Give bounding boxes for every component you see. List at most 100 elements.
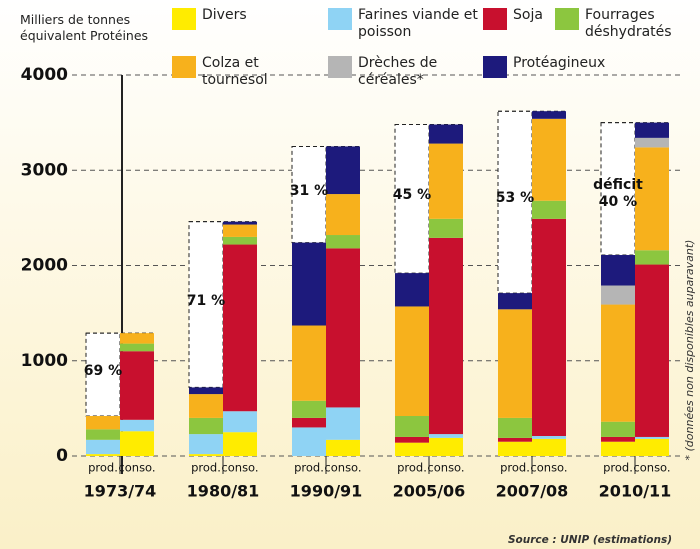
deficit-label: 45 % xyxy=(392,186,432,203)
y-tick-label: 0 xyxy=(56,446,68,466)
bar-segment xyxy=(395,436,429,443)
bar-segment xyxy=(601,436,635,442)
bar-segment xyxy=(635,137,669,148)
x-tick-label: conso. xyxy=(530,461,567,475)
legend-swatch xyxy=(328,56,352,78)
bar-segment xyxy=(223,411,257,433)
bar-segment xyxy=(292,325,326,401)
bar-segment xyxy=(326,146,360,195)
legend-swatch xyxy=(483,8,507,30)
deficit-box xyxy=(600,122,636,256)
bar-segment xyxy=(189,387,223,395)
bar-segment xyxy=(223,236,257,245)
bar-segment xyxy=(395,273,429,307)
legend-swatch xyxy=(555,8,579,30)
bar-segment xyxy=(498,293,532,310)
bar-segment xyxy=(601,441,635,456)
bar-segment xyxy=(429,237,463,435)
bar-segment xyxy=(635,264,669,437)
bar-segment xyxy=(326,407,360,440)
bar-segment xyxy=(86,429,120,440)
bar-segment xyxy=(189,454,223,456)
bar-segment xyxy=(429,218,463,238)
bar-segment xyxy=(635,122,669,138)
bar-segment xyxy=(498,417,532,438)
bar-segment xyxy=(120,431,154,456)
bar-segment xyxy=(86,454,120,456)
y-tick-label: 2000 xyxy=(21,256,68,276)
bar-segment xyxy=(292,417,326,428)
bar-segment xyxy=(292,242,326,326)
bar-segment xyxy=(429,434,463,438)
bar-segment xyxy=(292,400,326,418)
bar-segment xyxy=(189,417,223,435)
bar-segment xyxy=(601,255,635,286)
y-tick-label: 1000 xyxy=(21,351,68,371)
bar-segment xyxy=(189,394,223,418)
bar-segment xyxy=(601,421,635,437)
deficit-label: 53 % xyxy=(495,190,535,207)
group-label: 1973/74 xyxy=(84,482,157,501)
y-axis-label: Milliers de tonnes équivalent Protéines xyxy=(20,12,149,43)
bar-segment xyxy=(532,111,566,119)
bar-segment xyxy=(429,124,463,144)
bar-segment xyxy=(326,439,360,456)
source: Source : UNIP (estimations) xyxy=(508,534,672,546)
x-tick-label: prod. xyxy=(88,461,118,475)
bar-segment xyxy=(635,250,669,265)
legend-swatch xyxy=(328,8,352,30)
bar-segment xyxy=(189,434,223,455)
bar-segment xyxy=(86,415,120,430)
bar-segment xyxy=(635,147,669,251)
bar-segment xyxy=(498,441,532,456)
bar-segment xyxy=(635,436,669,439)
bar-segment xyxy=(292,427,326,456)
bar-segment xyxy=(326,248,360,408)
legend-label: Divers xyxy=(202,7,247,23)
legend-swatch xyxy=(483,56,507,78)
bar-segment xyxy=(395,306,429,416)
group-label: 2005/06 xyxy=(393,482,466,501)
bar-segment xyxy=(498,437,532,442)
deficit-label: 31 % xyxy=(289,182,329,199)
group-label: 2007/08 xyxy=(496,482,569,501)
x-tick-label: conso. xyxy=(118,461,155,475)
x-tick-label: conso. xyxy=(324,461,361,475)
bar-segment xyxy=(223,432,257,456)
bar-segment xyxy=(429,143,463,219)
bar-segment xyxy=(601,285,635,305)
bar-segment xyxy=(395,415,429,437)
x-tick-label: prod. xyxy=(294,461,324,475)
bar-segment xyxy=(429,437,463,456)
deficit-label: 71 % xyxy=(186,292,226,309)
x-tick-label: conso. xyxy=(633,461,670,475)
bar-segment xyxy=(498,309,532,418)
bar-segment xyxy=(532,218,566,436)
deficit-label: déficit 40 % xyxy=(593,176,643,210)
side-note: * (données non disponibles auparavant) xyxy=(683,240,696,461)
legend-swatch xyxy=(172,8,196,30)
group-label: 1980/81 xyxy=(187,482,260,501)
bar-segment xyxy=(532,435,566,439)
group-label: 1990/91 xyxy=(290,482,363,501)
bar-segment xyxy=(120,351,154,420)
deficit-box xyxy=(85,332,121,417)
bar-segment xyxy=(635,438,669,456)
bar-segment xyxy=(601,304,635,422)
x-tick-label: prod. xyxy=(500,461,530,475)
y-tick-label: 3000 xyxy=(21,160,68,180)
bar-segment xyxy=(532,118,566,201)
x-tick-label: prod. xyxy=(603,461,633,475)
legend-label: Protéagineux xyxy=(513,55,606,71)
deficit-box xyxy=(394,124,430,274)
legend-label: Colza et tournesol xyxy=(202,55,268,88)
deficit-box xyxy=(188,221,224,388)
x-tick-label: prod. xyxy=(397,461,427,475)
bar-segment xyxy=(326,194,360,236)
bar-segment xyxy=(223,244,257,412)
x-tick-label: prod. xyxy=(191,461,221,475)
legend-label: Fourrages déshydratés xyxy=(585,7,672,40)
bar-segment xyxy=(86,439,120,455)
bar-segment xyxy=(532,200,566,219)
